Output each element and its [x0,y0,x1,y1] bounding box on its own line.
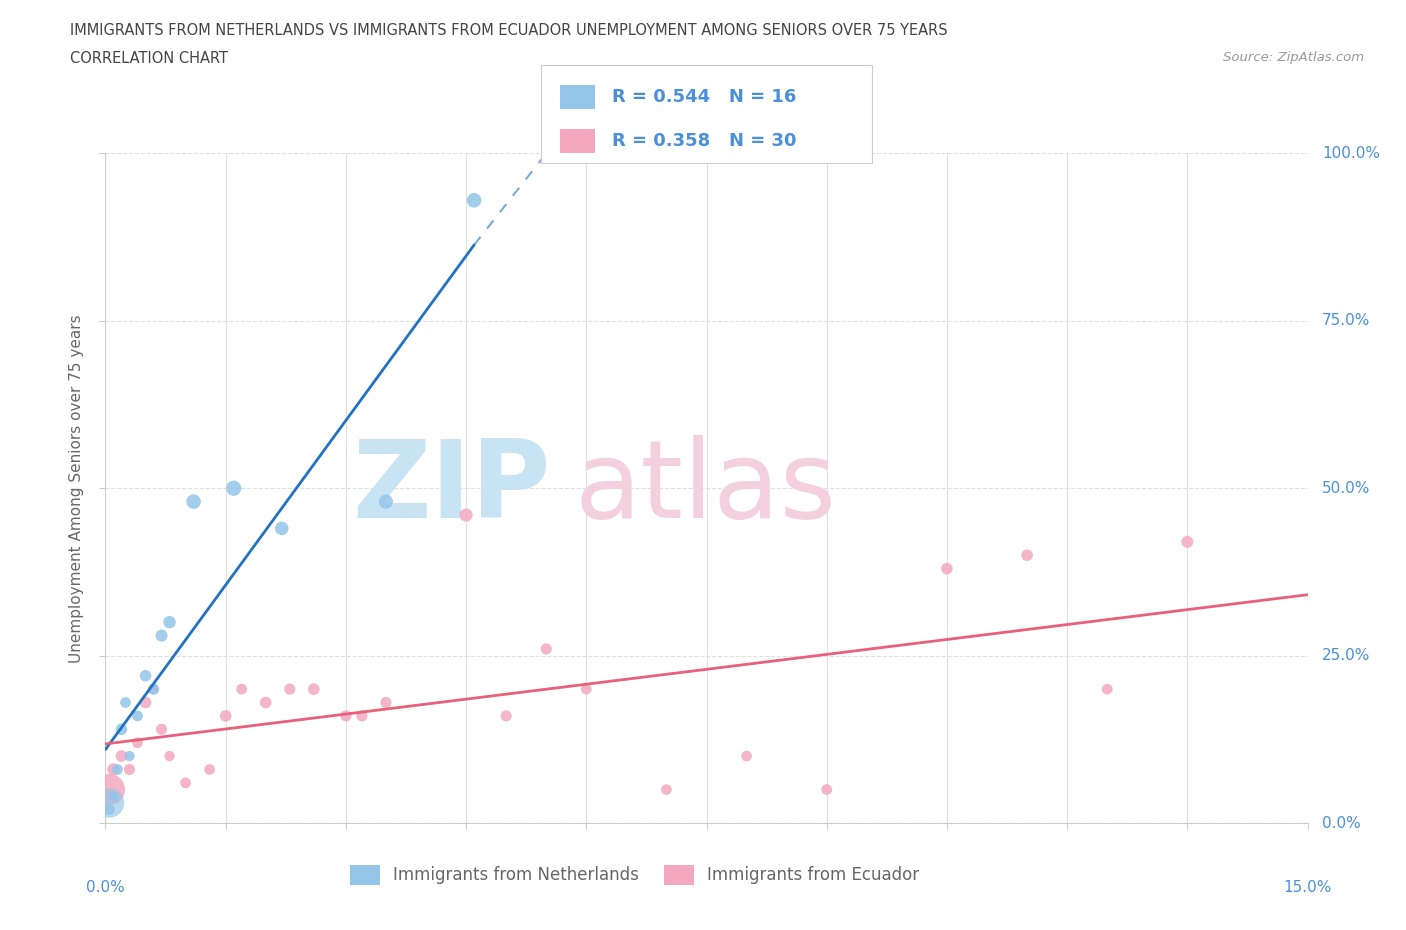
Text: CORRELATION CHART: CORRELATION CHART [70,51,228,66]
Text: atlas: atlas [574,435,837,541]
Text: R = 0.358   N = 30: R = 0.358 N = 30 [612,132,796,151]
Point [278,682,301,697]
Point [127,736,149,751]
Text: 75.0%: 75.0% [1322,313,1371,328]
Point [114,695,136,710]
Point [936,561,959,576]
Text: 0.0%: 0.0% [86,880,125,895]
Point [350,709,373,724]
Point [198,762,221,777]
Point [534,642,557,657]
Point [815,782,838,797]
Text: 50.0%: 50.0% [1322,481,1371,496]
Point [103,762,125,777]
Text: 0.0%: 0.0% [1322,816,1361,830]
Point [150,628,173,643]
Text: ZIP: ZIP [352,435,550,541]
Point [150,722,173,737]
Point [335,709,357,724]
Text: Source: ZipAtlas.com: Source: ZipAtlas.com [1223,51,1364,64]
Text: 100.0%: 100.0% [1322,146,1381,161]
Text: 25.0%: 25.0% [1322,648,1371,663]
Point [456,508,478,523]
Point [118,749,141,764]
Point [135,695,157,710]
Point [110,722,132,737]
Point [1097,682,1119,697]
Point [135,669,157,684]
Point [374,695,396,710]
Point [214,709,236,724]
Point [1175,535,1198,550]
Point [98,795,121,810]
Point [127,709,149,724]
Text: R = 0.544   N = 16: R = 0.544 N = 16 [612,88,796,106]
Text: 15.0%: 15.0% [1284,880,1331,895]
Point [110,749,132,764]
Point [270,521,292,536]
Point [118,762,141,777]
Point [103,789,125,804]
Point [231,682,253,697]
Point [98,782,121,797]
Point [142,682,165,697]
Point [1015,548,1038,563]
Legend: Immigrants from Netherlands, Immigrants from Ecuador: Immigrants from Netherlands, Immigrants … [350,865,920,885]
Point [575,682,598,697]
Point [463,193,485,207]
Point [495,709,517,724]
Point [374,494,396,509]
Point [302,682,325,697]
Point [159,749,181,764]
Point [159,615,181,630]
Point [222,481,245,496]
Point [98,803,121,817]
Point [735,749,758,764]
Y-axis label: Unemployment Among Seniors over 75 years: Unemployment Among Seniors over 75 years [69,314,84,662]
Point [655,782,678,797]
Text: IMMIGRANTS FROM NETHERLANDS VS IMMIGRANTS FROM ECUADOR UNEMPLOYMENT AMONG SENIOR: IMMIGRANTS FROM NETHERLANDS VS IMMIGRANT… [70,23,948,38]
Point [107,762,129,777]
Point [183,494,205,509]
Point [254,695,277,710]
Point [174,776,197,790]
Point [142,682,165,697]
